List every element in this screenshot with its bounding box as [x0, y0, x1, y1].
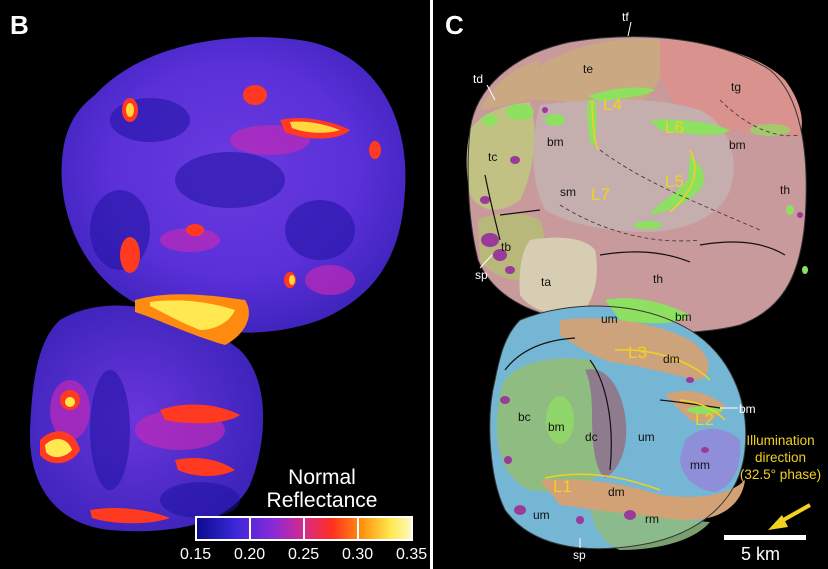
lineament-L1: L1 — [553, 477, 572, 496]
panel-b-letter: B — [10, 10, 29, 40]
colorbar-tick-label: 0.25 — [288, 546, 320, 563]
colorbar-title-line2: Reflectance — [266, 489, 378, 512]
unit-labels: tf td te tg tc sm tb ta th th sp bm bm b… — [433, 0, 828, 569]
unit-label-um-mid: um — [638, 430, 655, 444]
geologic-map — [466, 21, 811, 550]
colorbar-title-line1: Normal — [288, 466, 356, 489]
scale-bar — [724, 535, 806, 540]
reflectance-map — [29, 37, 413, 541]
unit-label-um-top: um — [601, 312, 618, 326]
panel-c-letter: C — [445, 10, 464, 40]
unit-label-bm-neck: bm — [675, 310, 692, 324]
unit-sp-lower — [500, 377, 709, 524]
unit-label-sm: sm — [560, 185, 576, 199]
unit-label-sp-lower: sp — [573, 548, 586, 562]
colorbar-tick-label: 0.30 — [342, 546, 374, 563]
unit-dc — [585, 369, 627, 478]
unit-bm-upper — [482, 87, 808, 274]
unit-sp-upper — [480, 107, 803, 274]
unit-label-um-bottom: um — [533, 508, 550, 522]
panel-b-reflectance: B Normal Reflectance 0.15 0.20 0.25 0.30… — [10, 10, 428, 563]
unit-label-bm-right: bm — [729, 138, 746, 152]
colorbar-tick-label: 0.35 — [396, 546, 428, 563]
unit-label-ta: ta — [541, 275, 552, 289]
illumination-line1: Illumination — [746, 433, 815, 448]
illumination-legend: Illumination direction (32.5° phase) — [733, 432, 828, 483]
lineament-labels: L4 L6 L5 L7 L3 L2 L1 — [433, 0, 828, 569]
unit-label-th-bottom: th — [653, 272, 664, 286]
lineament-L4: L4 — [603, 95, 622, 114]
colorbar-title: Normal Reflectance — [262, 466, 382, 512]
unit-label-tc: tc — [488, 150, 498, 164]
unit-rm — [590, 510, 710, 550]
unit-label-tf: tf — [622, 10, 629, 24]
lineament-L3: L3 — [628, 343, 647, 362]
unit-label-bm-callout: bm — [739, 402, 756, 416]
illumination-line2: direction — [754, 450, 807, 465]
lineament-L5: L5 — [665, 172, 684, 191]
unit-te — [520, 38, 664, 103]
panel-divider — [430, 0, 433, 569]
illumination-line3: (32.5° phase) — [739, 467, 822, 482]
unit-mm — [680, 428, 741, 492]
colorbar-tick-label: 0.20 — [234, 546, 266, 563]
unit-label-dm-bottom: dm — [608, 485, 625, 499]
panel-c-geologic-map: C tf td te tg tc sm tb ta th th sp bm bm… — [433, 0, 828, 569]
scale-bar-label: 5 km — [741, 544, 781, 564]
lineament-L6: L6 — [665, 118, 684, 137]
unit-tc — [466, 102, 535, 210]
unit-label-dm-top: dm — [663, 352, 680, 366]
unit-label-th-right: th — [780, 183, 791, 197]
unit-dm — [560, 318, 709, 380]
unit-label-tb: tb — [501, 240, 512, 254]
illumination-arrow — [768, 503, 811, 530]
lineament-L2: L2 — [695, 410, 714, 429]
unit-label-sp-upper: sp — [475, 268, 488, 282]
unit-label-td: td — [473, 72, 484, 86]
unit-label-rm: rm — [645, 512, 659, 526]
colorbar-tick-label: 0.15 — [180, 546, 212, 563]
unit-label-bm-left: bm — [547, 135, 564, 149]
unit-label-te: te — [583, 62, 594, 76]
unit-te-ext — [480, 60, 540, 110]
unit-label-bc: bc — [518, 410, 531, 424]
lineament-L7: L7 — [591, 185, 610, 204]
unit-label-tg: tg — [731, 80, 742, 94]
unit-label-mm: mm — [690, 458, 710, 472]
unit-label-bm-lobe: bm — [548, 420, 565, 434]
unit-label-dc: dc — [585, 430, 598, 444]
unit-ta — [519, 237, 597, 316]
